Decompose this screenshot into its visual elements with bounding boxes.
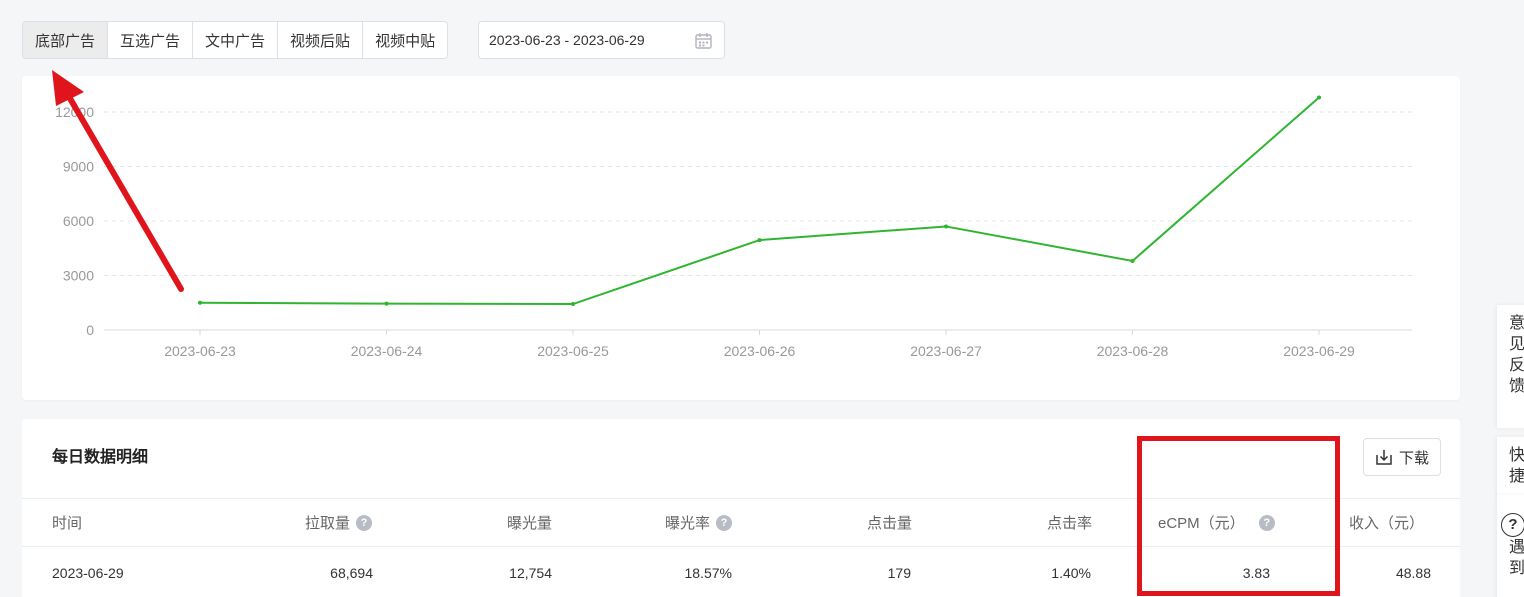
tab-video-post-roll[interactable]: 视频后贴 [278,22,364,58]
data-point[interactable] [1317,95,1321,100]
table-title: 每日数据明细 [52,449,149,466]
download-icon [1376,450,1392,465]
daily-data-table-card: 每日数据明细 下载 时间 拉取量? 曝光量 曝光率? 点击量 点击率 eCPM（元）? 收入（… [22,419,1460,597]
data-point[interactable] [757,238,762,243]
table-cell: 1.40% [1051,565,1091,581]
help-question-icon[interactable]: ? [356,514,372,531]
table-row: 2023-06-29 68,694 12,754 18.57% 179 1.40% 3.83… [22,547,1460,597]
column-header: 点击量 [762,499,912,546]
table-cell: 18.57% [684,565,732,581]
help-icon: ? [1501,513,1524,537]
float-panel-char: 意 [1509,315,1524,332]
data-point[interactable] [944,224,948,229]
date-range-picker[interactable]: 2023-06-23 - 2023-06-29 [478,21,725,59]
feedback-button[interactable]: 意见反馈 [1497,305,1524,428]
column-header: eCPM（元）? [1158,499,1308,546]
x-tick-label: 2023-06-24 [351,343,423,359]
column-header: 收入（元） [1349,499,1489,546]
table-cell: 68,694 [330,565,373,581]
line-chart: 0300060009000120002023-06-232023-06-2420… [55,95,1412,359]
column-header-label: 拉取量 [304,515,350,532]
column-header-label: 点击率 [1046,515,1092,532]
x-tick-label: 2023-06-26 [724,343,796,359]
float-panel-char: 遇 [1509,539,1524,556]
table-cell: 48.88 [1395,565,1431,581]
x-tick-label: 2023-06-23 [164,343,236,359]
download-label: 下载 [1398,449,1429,467]
y-tick-label: 3000 [63,268,94,284]
download-button[interactable]: 下载 [1363,438,1441,476]
column-header-label: eCPM（元） [1158,515,1245,532]
y-tick-label: 9000 [63,159,94,175]
tab-video-mid-roll[interactable]: 视频中贴 [375,32,436,50]
column-header-label: 曝光率 [664,515,710,532]
ad-type-tabs: 底部广告 互选广告 文中广告 视频后贴 视频中贴 [22,21,449,59]
data-point[interactable] [1130,258,1135,263]
float-panel-char: 快 [1509,447,1524,464]
column-header: 拉取量? [222,499,372,546]
column-header-label: 收入（元） [1349,515,1425,532]
date-range-value: 2023-06-23 - 2023-06-29 [489,32,645,48]
column-header: 曝光量 [402,499,552,546]
table-cell: 2023-06-29 [52,565,124,581]
column-header-label: 点击量 [866,515,912,532]
column-header-label: 时间 [52,515,83,532]
shortcut-button[interactable]: 快捷 [1497,437,1524,497]
float-panel-char: 到 [1509,560,1524,577]
float-panel-char: 馈 [1509,378,1524,395]
column-header-label: 曝光量 [506,515,552,532]
annotation-arrow-head [52,70,84,106]
help-question-icon[interactable]: ? [1258,514,1275,531]
chart-card: 0300060009000120002023-06-232023-06-2420… [22,76,1460,400]
data-point[interactable] [384,301,389,306]
data-point[interactable] [571,302,575,307]
help-question-icon[interactable]: ? [716,514,732,531]
column-header: 时间 [52,499,222,546]
float-panel-char: 见 [1509,336,1524,353]
y-tick-label: 6000 [63,213,94,229]
column-header: 点击率 [942,499,1092,546]
data-point[interactable] [198,300,202,305]
annotation-arrow-shaft [65,92,184,292]
calendar-icon [695,33,712,49]
table-header: 时间 拉取量? 曝光量 曝光率? 点击量 点击率 eCPM（元）? 收入（元） [22,498,1460,547]
y-tick-label: 0 [86,322,94,338]
tab-in-article-ad[interactable]: 文中广告 [193,22,279,58]
x-tick-label: 2023-06-29 [1283,343,1355,359]
annotation-highlight-box [1137,436,1340,596]
x-tick-label: 2023-06-25 [537,343,609,359]
x-tick-label: 2023-06-27 [910,343,982,359]
x-tick-label: 2023-06-28 [1097,343,1169,359]
table-cell: 12,754 [509,565,552,581]
tab-bottom-ad[interactable]: 底部广告 [23,22,109,58]
float-panel-char: 反 [1509,357,1524,374]
help-button[interactable]: 遇到 [1497,495,1524,597]
table-cell: 179 [887,565,911,581]
table-cell: 3.83 [1242,565,1270,581]
column-header: 曝光率? [582,499,732,546]
tab-mutual-select-ad[interactable]: 互选广告 [108,22,194,58]
float-panel-char: 捷 [1509,468,1524,485]
